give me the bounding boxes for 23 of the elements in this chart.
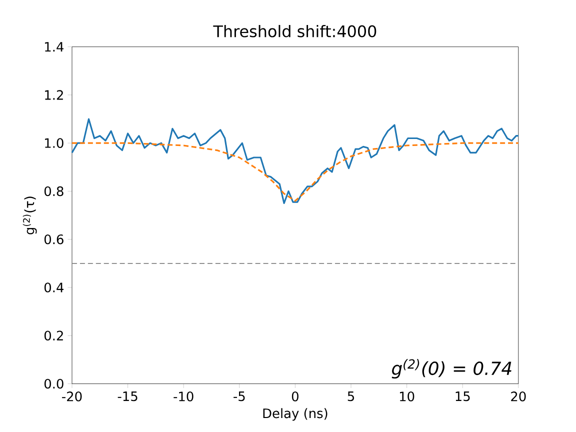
x-tick-label: -20 xyxy=(62,392,82,402)
y-tick-label: 1.2 xyxy=(45,90,63,100)
x-tick-label: 20 xyxy=(511,392,526,402)
y-tick-label: 0.0 xyxy=(44,378,64,389)
x-tick-label: -5 xyxy=(234,392,245,402)
x-tick-label: 0 xyxy=(292,392,298,402)
x-tick-label: 10 xyxy=(400,392,414,402)
y-axis-title: g$^{(2)}$(τ) xyxy=(22,196,37,234)
y-tick-label: 0.8 xyxy=(44,186,64,196)
x-tick-label: -10 xyxy=(174,392,194,402)
chart-title: Threshold shift:4000 xyxy=(213,24,376,38)
x-tick-label: 5 xyxy=(348,392,354,402)
x-axis-title: Delay (ns) xyxy=(263,408,328,421)
y-tick-label: 0.4 xyxy=(44,282,64,292)
x-tick-label: 15 xyxy=(456,392,470,402)
line-series xyxy=(71,118,520,204)
y-tick-label: 0.6 xyxy=(44,234,64,244)
y-tick-label: 1.4 xyxy=(45,42,64,52)
y-tick-label: 0.2 xyxy=(44,330,63,341)
x-tick-label: -15 xyxy=(118,392,138,402)
line-series xyxy=(71,142,520,202)
y-tick-label: 1.0 xyxy=(45,138,64,148)
annotation: g$^{(2)}$(0) = 0.74 xyxy=(392,359,512,379)
